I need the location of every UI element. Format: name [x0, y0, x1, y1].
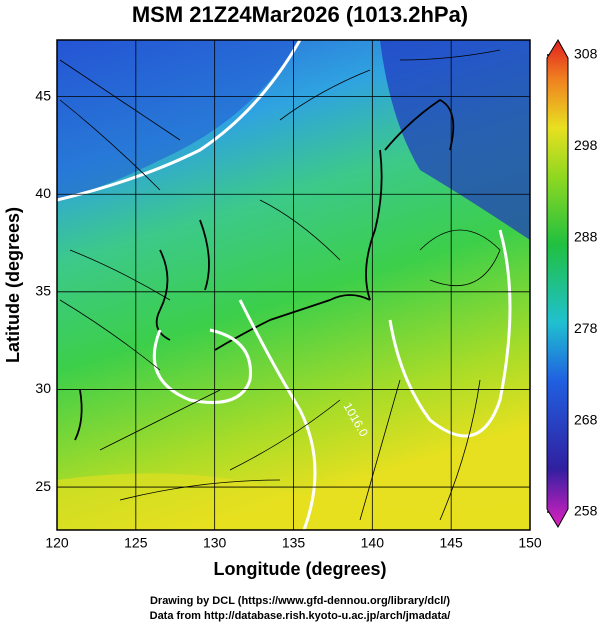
x-tick-label: 140 [361, 535, 385, 551]
colorbar-tick-label: 258 [574, 503, 598, 519]
y-tick-label: 25 [35, 478, 51, 494]
x-tick-label: 145 [439, 535, 463, 551]
x-tick-label: 130 [203, 535, 227, 551]
colorbar-tick-label: 298 [574, 137, 598, 153]
title: MSM 21Z24Mar2026 (1013.2hPa) [132, 2, 468, 27]
y-tick-label: 30 [35, 380, 51, 396]
x-axis-label: Longitude (degrees) [213, 559, 386, 579]
footer-line: Drawing by DCL (https://www.gfd-dennou.o… [150, 595, 450, 607]
x-tick-label: 150 [518, 535, 542, 551]
cold-region [57, 40, 300, 200]
isobars [57, 40, 512, 530]
colorbar-tick-label: 268 [574, 411, 598, 427]
x-tick-label: 135 [282, 535, 306, 551]
coastlines [74, 98, 455, 441]
colorbar [546, 39, 569, 528]
footer-line: Data from http://database.rish.kyoto-u.a… [150, 610, 451, 622]
colorbar-tick-label: 308 [574, 46, 598, 62]
y-tick-label: 35 [35, 283, 51, 299]
colorbar-tick-label: 288 [574, 229, 598, 245]
y-tick-label: 45 [35, 87, 51, 103]
colorbar-tick-label: 278 [574, 320, 598, 336]
x-tick-label: 125 [124, 535, 148, 551]
y-axis-label: Latitude (degrees) [3, 207, 23, 363]
y-tick-label: 40 [35, 185, 51, 201]
streamlines [59, 49, 501, 521]
x-tick-label: 120 [45, 535, 69, 551]
cold-region [380, 40, 530, 240]
